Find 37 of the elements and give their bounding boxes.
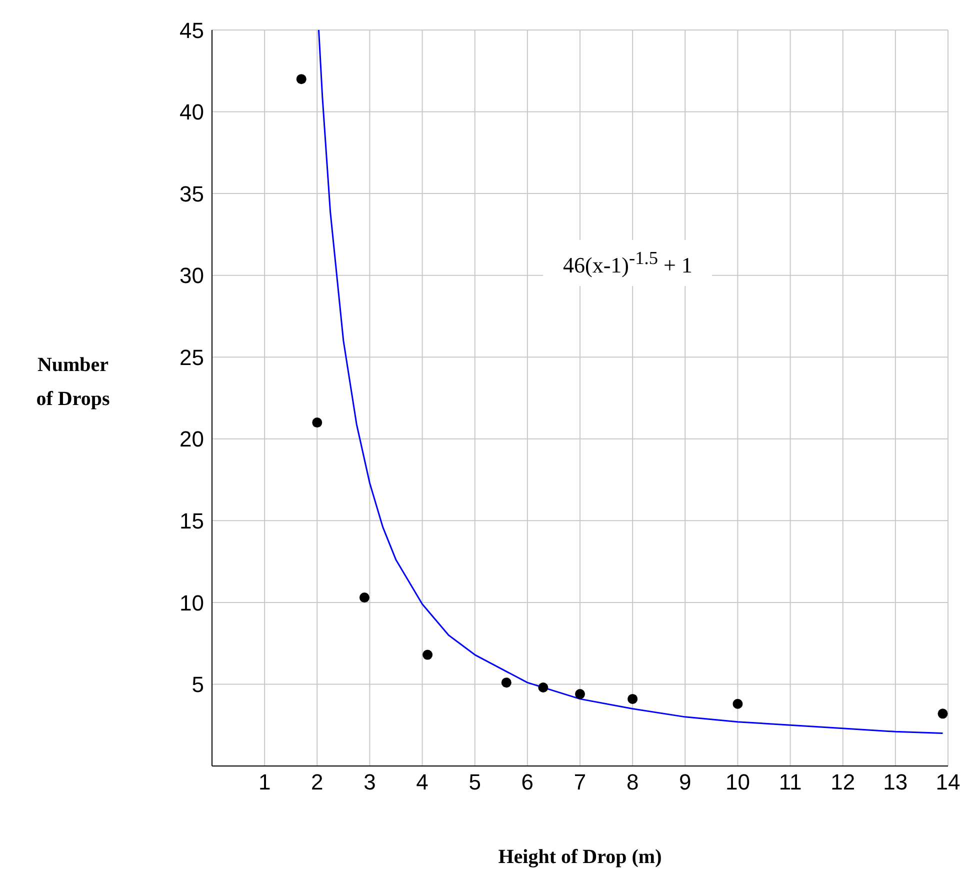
x-tick-label: 6 [521,770,534,795]
x-tick-label: 1 [258,770,271,795]
point [296,74,306,84]
x-tick-label: 10 [725,770,750,795]
y-tick-label: 20 [180,426,204,452]
x-tick-label: 3 [364,770,376,795]
annotation: 46(x-1)$^{-1.5}$ + 1 [543,240,712,286]
x-tick-label: 13 [883,770,908,795]
point [359,592,370,603]
x-axis-title: Height of Drop (m) [497,846,663,869]
y-tick-label: 15 [180,508,204,534]
y-tick-label: 40 [180,100,204,125]
line-series [318,30,944,734]
x-tick-label: 11 [778,770,802,795]
point [938,708,948,719]
y-axis-title: Number of Drops [35,353,111,412]
y-tick-label: 5 [192,672,204,698]
x-tick-label: 9 [679,770,692,795]
x-tick-label: 14 [936,770,960,795]
y-tick-label: 25 [180,344,204,370]
x-tick-label: 4 [416,770,428,795]
x-tick-label: 7 [574,770,586,795]
point [628,694,638,704]
x-tick-label: 12 [830,770,856,795]
x-tick-label: 2 [311,770,324,795]
point [312,418,322,428]
x-tick-label: 5 [468,770,481,795]
x-tick-label: 8 [626,770,639,795]
point [538,682,548,692]
y-tick-label: 35 [180,181,204,206]
y-tick-label: 30 [180,263,204,288]
point [422,650,433,660]
point [501,678,512,688]
y-tick-label: 45 [180,18,204,43]
point [575,689,585,700]
y-tick-label: 10 [180,590,204,616]
point [732,698,743,709]
